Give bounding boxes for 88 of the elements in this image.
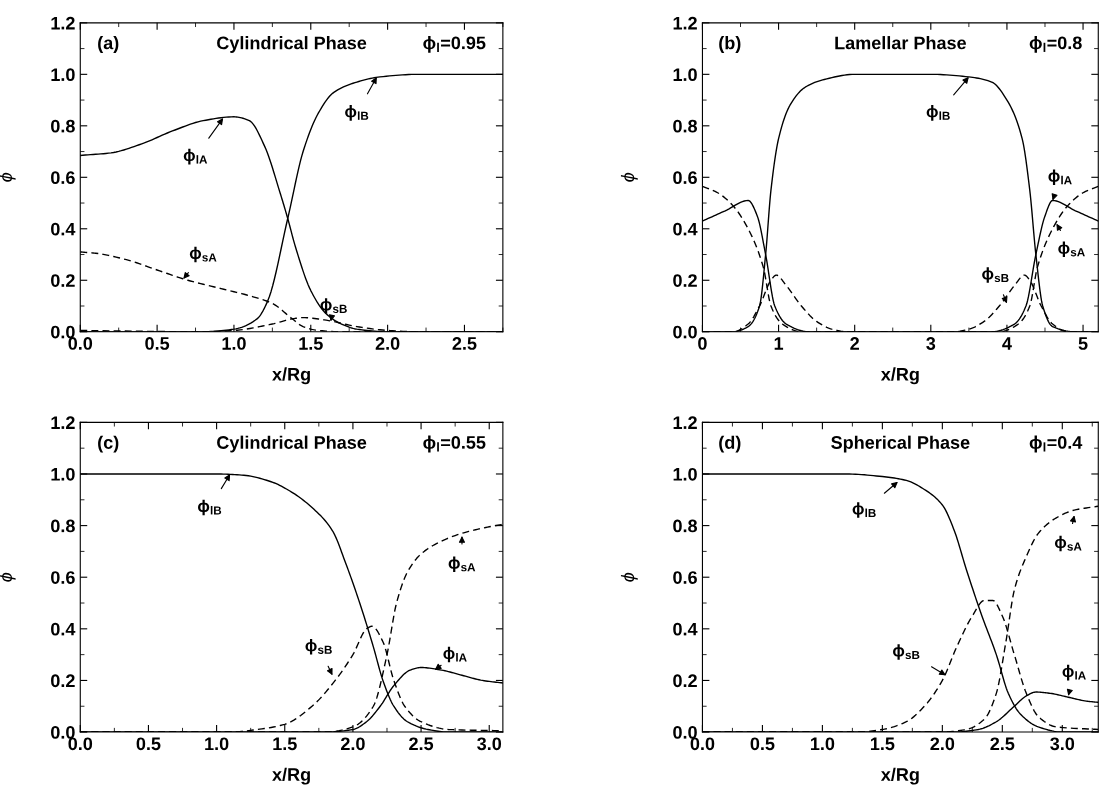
y-tick-label: 1.2 <box>51 16 75 30</box>
text: Spherical Phase <box>831 435 970 453</box>
y-tick-label: 0.8 <box>51 519 75 533</box>
y-axis-title: ϕ <box>620 172 638 182</box>
y-tick-label: 0.4 <box>51 622 76 636</box>
y-tick-label: 0.4 <box>51 222 76 236</box>
y-tick-label: 0.2 <box>51 674 75 688</box>
y-tick-label: 1.2 <box>673 16 697 30</box>
x-tick-label: 0.5 <box>750 737 775 751</box>
y-tick-label: 0.0 <box>51 325 75 339</box>
annotation: ϕ$_{l}$=0.55 <box>423 435 486 453</box>
x-tick-label: 4 <box>1002 337 1012 350</box>
annotation: ϕ$_{sA}$ <box>448 556 476 573</box>
x-tick-label: 2.0 <box>375 337 400 350</box>
x-tick-label: 2.5 <box>990 737 1015 751</box>
x-tick-label: 1.5 <box>273 737 297 751</box>
y-tick-label: 0.8 <box>673 119 698 133</box>
x-axis-title: x/Rg <box>272 367 310 385</box>
y-tick-label: 1.0 <box>673 68 697 82</box>
x-axis-title: x/Rg <box>880 767 919 785</box>
x-tick-label: 3.0 <box>477 737 502 751</box>
y-tick-label: 0.4 <box>673 222 698 236</box>
x-tick-label: 1.5 <box>870 737 895 751</box>
annotation: ϕ$_{lA}$ <box>183 148 208 165</box>
annotation: ϕ$_{sA}$ <box>189 246 217 263</box>
x-tick-label: 5 <box>1078 337 1088 350</box>
y-tick-label: 0.0 <box>51 725 75 739</box>
text: Cylindrical Phase <box>217 435 367 453</box>
annotation: ϕ$_{lB}$ <box>198 499 222 516</box>
x-tick-label: 3.0 <box>1050 737 1075 751</box>
x-tick-label: 1.0 <box>222 337 246 350</box>
x-tick-label: 0.5 <box>145 337 170 350</box>
annotation: ϕ$_{sA}$ <box>1054 535 1082 552</box>
x-tick-label: 2.0 <box>930 737 955 751</box>
text: Lamellar Phase <box>835 36 966 50</box>
y-tick-label: 0.0 <box>673 325 697 339</box>
annotation: ϕ$_{lA}$ <box>1062 664 1086 681</box>
x-axis-title: x/Rg <box>880 367 919 385</box>
x-tick-label: 1.0 <box>810 737 835 751</box>
annotation: ϕ$_{lA}$ <box>1048 169 1072 185</box>
annotation: ϕ$_{sB}$ <box>893 644 920 660</box>
annotation: ϕ$_{lB}$ <box>345 105 369 121</box>
annotation: (d) <box>719 435 741 453</box>
annotation: ϕ$_{sB}$ <box>305 639 332 655</box>
x-tick-label: 1.5 <box>299 337 323 350</box>
annotation: (a) <box>98 36 119 53</box>
y-tick-label: 0.6 <box>673 571 697 584</box>
y-tick-label: 0.8 <box>51 119 75 133</box>
y-tick-label: 0.8 <box>673 519 698 533</box>
annotation: ϕ$_{l}$=0.8 <box>1029 35 1082 53</box>
y-tick-label: 1.2 <box>51 416 75 429</box>
y-tick-label: 0.0 <box>673 725 697 739</box>
y-tick-label: 1.0 <box>673 467 697 481</box>
x-tick-label: 3 <box>926 337 936 350</box>
y-tick-label: 0.6 <box>673 171 697 185</box>
x-tick-label: 0 <box>698 337 707 350</box>
y-tick-label: 0.2 <box>51 274 75 287</box>
text: Cylindrical Phase <box>217 36 367 53</box>
annotation: ϕ$_{lA}$ <box>443 646 467 663</box>
annotation: ϕ$_{l}$=0.95 <box>423 35 486 53</box>
y-axis-title: ϕ <box>620 572 638 582</box>
x-tick-label: 0.0 <box>68 337 93 350</box>
annotation: (c) <box>98 435 119 453</box>
x-tick-label: 0.0 <box>690 737 715 751</box>
annotation: ϕ$_{sA}$ <box>1058 241 1085 258</box>
x-tick-label: 2.5 <box>409 737 434 751</box>
x-axis-title: x/Rg <box>272 767 310 785</box>
x-tick-label: 1.0 <box>205 737 229 751</box>
x-tick-label: 0.0 <box>68 737 93 751</box>
x-tick-label: 2.5 <box>452 337 477 350</box>
annotation: ϕ$_{lB}$ <box>852 502 876 518</box>
annotation: ϕ$_{sB}$ <box>982 267 1009 283</box>
x-tick-label: 2.0 <box>340 737 365 751</box>
y-tick-label: 0.4 <box>673 622 698 636</box>
y-tick-label: 1.2 <box>673 416 697 429</box>
annotation: (b) <box>719 36 741 53</box>
x-tick-label: 0.5 <box>136 737 161 751</box>
annotation: ϕ$_{lB}$ <box>926 105 950 121</box>
y-tick-label: 1.0 <box>51 467 75 481</box>
y-tick-label: 0.2 <box>673 674 697 688</box>
y-tick-label: 0.2 <box>673 274 697 287</box>
annotation: ϕ$_{l}$=0.4 <box>1029 435 1083 453</box>
annotation: ϕ$_{sB}$ <box>320 298 347 314</box>
x-tick-label: 1 <box>774 337 784 350</box>
x-tick-label: 2 <box>850 337 859 350</box>
y-tick-label: 0.6 <box>51 171 75 185</box>
y-tick-label: 0.6 <box>51 571 75 584</box>
y-tick-label: 1.0 <box>51 68 75 82</box>
